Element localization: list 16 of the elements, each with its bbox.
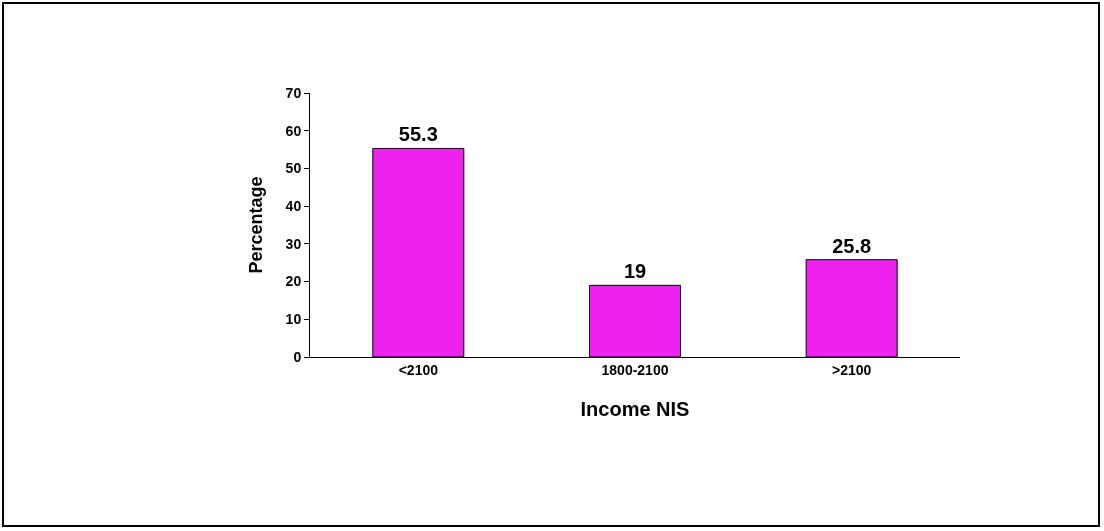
y-tick-label: 40 — [285, 198, 302, 215]
x-tick-label: >2100 — [832, 361, 872, 378]
data-label: 55.3 — [398, 123, 438, 146]
y-tick-label: 70 — [285, 84, 302, 101]
data-label: 19 — [623, 260, 647, 283]
y-tick-label: 0 — [293, 348, 302, 365]
y-axis-title: Percentage — [245, 176, 266, 274]
data-label: 25.8 — [832, 234, 872, 257]
y-tick-label: 30 — [285, 235, 302, 252]
x-tick-label: 1800-2100 — [601, 361, 669, 378]
y-tick-label: 20 — [285, 273, 302, 290]
y-tick-label: 60 — [285, 122, 302, 139]
y-tick-label: 50 — [285, 160, 302, 177]
x-tick-label: <2100 — [398, 361, 439, 378]
y-tick-label: 10 — [285, 311, 302, 328]
x-axis-title: Income NIS — [580, 398, 690, 421]
